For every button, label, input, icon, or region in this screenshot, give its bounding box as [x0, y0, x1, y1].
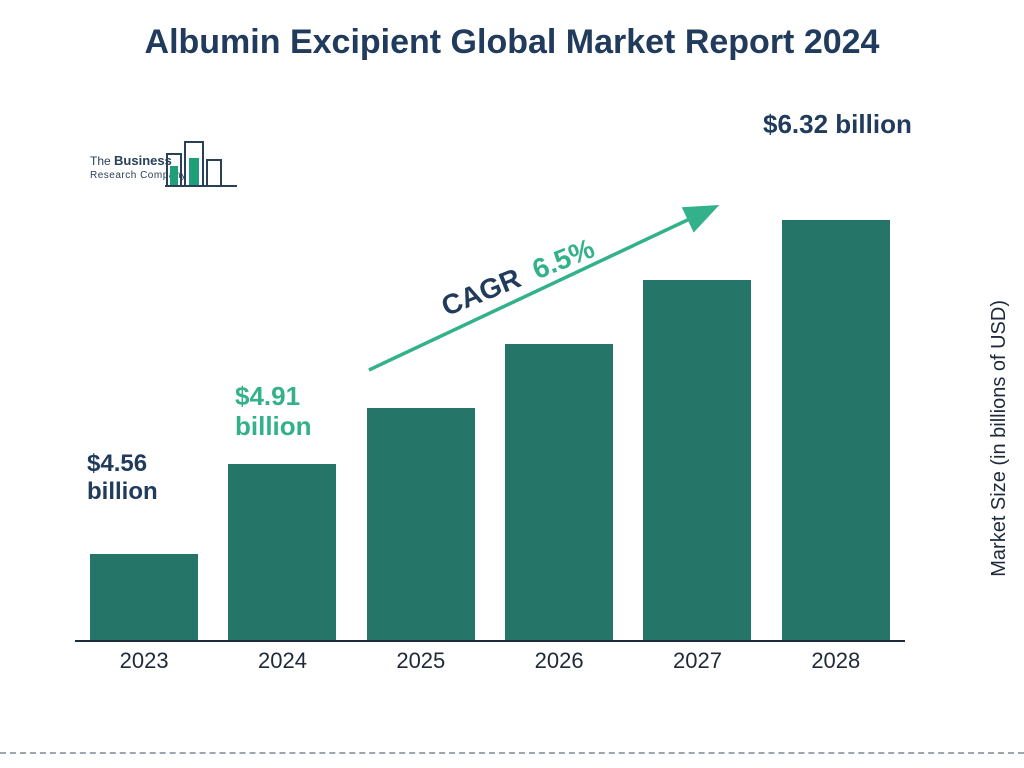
footer-divider — [0, 752, 1024, 754]
bar-2025 — [367, 408, 475, 640]
bar-2023 — [90, 554, 198, 640]
bar-2028 — [782, 220, 890, 640]
bar-slot-2024: 2024 — [222, 464, 342, 640]
xlabel-2026: 2026 — [499, 648, 619, 674]
xlabel-2025: 2025 — [361, 648, 481, 674]
bar-slot-2025: 2025 — [361, 408, 481, 640]
bar-2024 — [228, 464, 336, 640]
y-axis-label: Market Size (in billions of USD) — [988, 300, 1011, 577]
brand-logo: The Business Research Company — [90, 130, 250, 200]
xlabel-2028: 2028 — [776, 648, 896, 674]
xlabel-2027: 2027 — [637, 648, 757, 674]
bar-slot-2026: 2026 — [499, 344, 619, 640]
value-label-2028: $6.32 billion — [763, 110, 943, 140]
brand-logo-icon — [165, 136, 245, 192]
bar-slot-2023: 2023 — [84, 554, 204, 640]
xlabel-2024: 2024 — [222, 648, 342, 674]
bar-2026 — [505, 344, 613, 640]
logo-line1: The — [90, 154, 111, 168]
x-axis-line — [75, 640, 905, 642]
xlabel-2023: 2023 — [84, 648, 204, 674]
bar-slot-2028: 2028 — [776, 220, 896, 640]
bar-2027 — [643, 280, 751, 640]
logo-line2: Business — [114, 153, 172, 168]
bar-chart: $4.56 billion $4.91 billion $6.32 billio… — [75, 210, 905, 680]
bar-slot-2027: 2027 — [637, 280, 757, 640]
bars-container: 2023 2024 2025 2026 2027 2028 — [75, 210, 905, 640]
chart-title: Albumin Excipient Global Market Report 2… — [0, 0, 1024, 64]
